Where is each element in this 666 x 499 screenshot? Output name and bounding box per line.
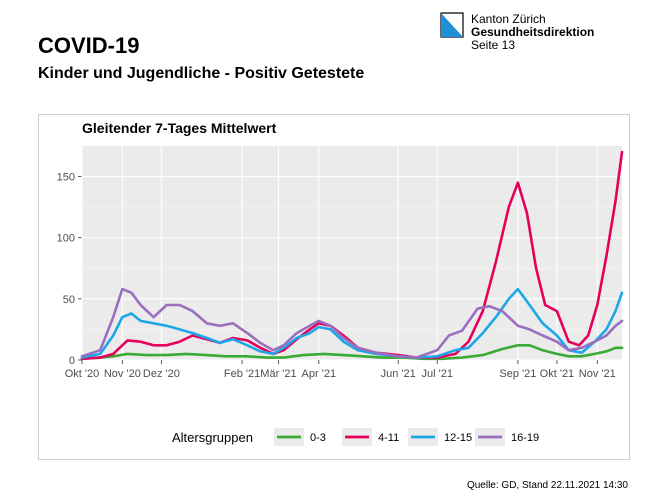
- source-note: Quelle: GD, Stand 22.11.2021 14:30: [466, 480, 628, 491]
- x-tick-label: Okt '21: [540, 368, 575, 380]
- x-tick-label: Nov '20: [104, 368, 141, 380]
- logo-blue-field: [441, 13, 463, 37]
- legend-title: Altersgruppen: [172, 430, 253, 445]
- y-tick-label: 0: [69, 355, 75, 367]
- x-tick-label: Feb '21: [224, 368, 260, 380]
- org-block: Kanton Zürich Gesundheitsdirektion Seite…: [471, 13, 594, 52]
- chart-panel: [38, 114, 630, 460]
- legend-label-12-15: 12-15: [444, 432, 472, 444]
- x-tick-label: Nov '21: [579, 368, 616, 380]
- x-tick-label: Jul '21: [422, 368, 453, 380]
- y-tick-label: 150: [57, 172, 75, 184]
- canton-zurich-logo-icon: [440, 12, 464, 38]
- x-tick-label: Jun '21: [381, 368, 416, 380]
- org-name: Kanton Zürich: [471, 12, 546, 26]
- page-subtitle: Kinder und Jugendliche - Positiv Geteste…: [38, 65, 365, 82]
- x-tick-label: Okt '20: [65, 368, 100, 380]
- page-number: Seite 13: [471, 38, 516, 52]
- chart-title: Gleitender 7-Tages Mittelwert: [82, 120, 277, 136]
- legend-label-0-3: 0-3: [310, 432, 326, 444]
- y-tick-label: 100: [57, 233, 75, 245]
- org-department: Gesundheitsdirektion: [471, 25, 595, 39]
- legend-label-4-11: 4-11: [378, 432, 399, 444]
- plot-background: [82, 146, 622, 360]
- series-line-0-3: [80, 344, 624, 361]
- x-tick-label: Dez '20: [143, 368, 180, 380]
- series-line-16-19: [80, 287, 624, 359]
- legend-label-16-19: 16-19: [511, 432, 539, 444]
- x-tick-label: Mär '21: [260, 368, 296, 380]
- x-tick-label: Apr '21: [302, 368, 337, 380]
- page-title: COVID-19: [38, 33, 140, 58]
- y-tick-label: 50: [63, 294, 75, 306]
- series-line-12-15: [80, 287, 624, 359]
- x-tick-label: Sep '21: [499, 368, 536, 380]
